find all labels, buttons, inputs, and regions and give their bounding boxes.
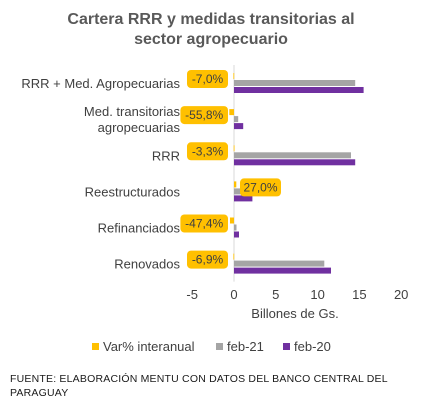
x-axis-title: Billones de Gs. [251,306,338,321]
data-label-box [180,214,228,233]
bar-feb-20 [234,195,253,202]
legend-label: feb-20 [294,339,331,354]
data-label-box [187,70,228,88]
source-note: FUENTE: ELABORACIÓN MENTU CON DATOS DEL … [10,373,388,399]
data-label: 27,0% [243,180,277,194]
data-label: -6,9% [192,253,224,267]
legend-swatch-feb-21 [216,343,223,350]
x-tick-label: 5 [272,287,279,302]
bar-feb-21 [234,260,325,267]
bar-feb-20 [234,123,244,130]
x-tick-label: 10 [310,287,324,302]
x-tick-label: 15 [352,287,366,302]
category-label: RRR + Med. Agropecuarias [21,76,180,91]
data-label-box [240,178,281,197]
bar-var-interanual [230,217,234,224]
x-tick-label: 0 [230,287,237,302]
category-label: Med. transitorias agropecuarias [84,104,181,135]
chart-title-line-1: Cartera RRR y medidas transitorias al [67,11,355,28]
bar-var-interanual [234,181,237,188]
legend-label: Var% interanual [103,339,195,354]
data-label: -7,0% [192,72,224,86]
bar-feb-21 [234,224,237,231]
bar-var-interanual [233,73,235,79]
x-tick-label: 20 [394,287,408,302]
legend-label: feb-21 [227,339,264,354]
data-label-box [187,250,228,269]
bar-feb-21 [234,188,242,195]
bar-feb-20 [234,159,356,166]
category-label: Renovados [114,257,180,272]
bar-var-interanual [229,109,234,116]
legend-swatch-var-interanual [92,343,99,350]
bar-feb-20 [234,87,364,93]
x-tick-label: -5 [186,287,198,302]
category-label: RRR [152,148,180,163]
legend-swatch-feb-20 [283,343,290,350]
category-label: Refinanciados [98,221,181,236]
bar-var-interanual [233,145,235,152]
data-label: -47,4% [185,217,223,231]
bar-feb-21 [234,152,351,159]
data-label-box [187,142,228,161]
data-label-box [180,106,228,125]
chart-plot: RRR + Med. Agropecuarias -7,0% Med. transi… [21,65,408,354]
bar-feb-20 [234,231,239,238]
chart-title-line-2: sector agropecuario [134,31,288,48]
bar-feb-21 [234,116,239,123]
data-label: -55,8% [185,108,223,122]
bar-var-interanual [233,253,235,260]
category-label: Reestructurados [85,184,181,199]
data-label: -3,3% [192,144,224,158]
bar-feb-20 [234,267,331,274]
bar-feb-21 [234,80,356,86]
